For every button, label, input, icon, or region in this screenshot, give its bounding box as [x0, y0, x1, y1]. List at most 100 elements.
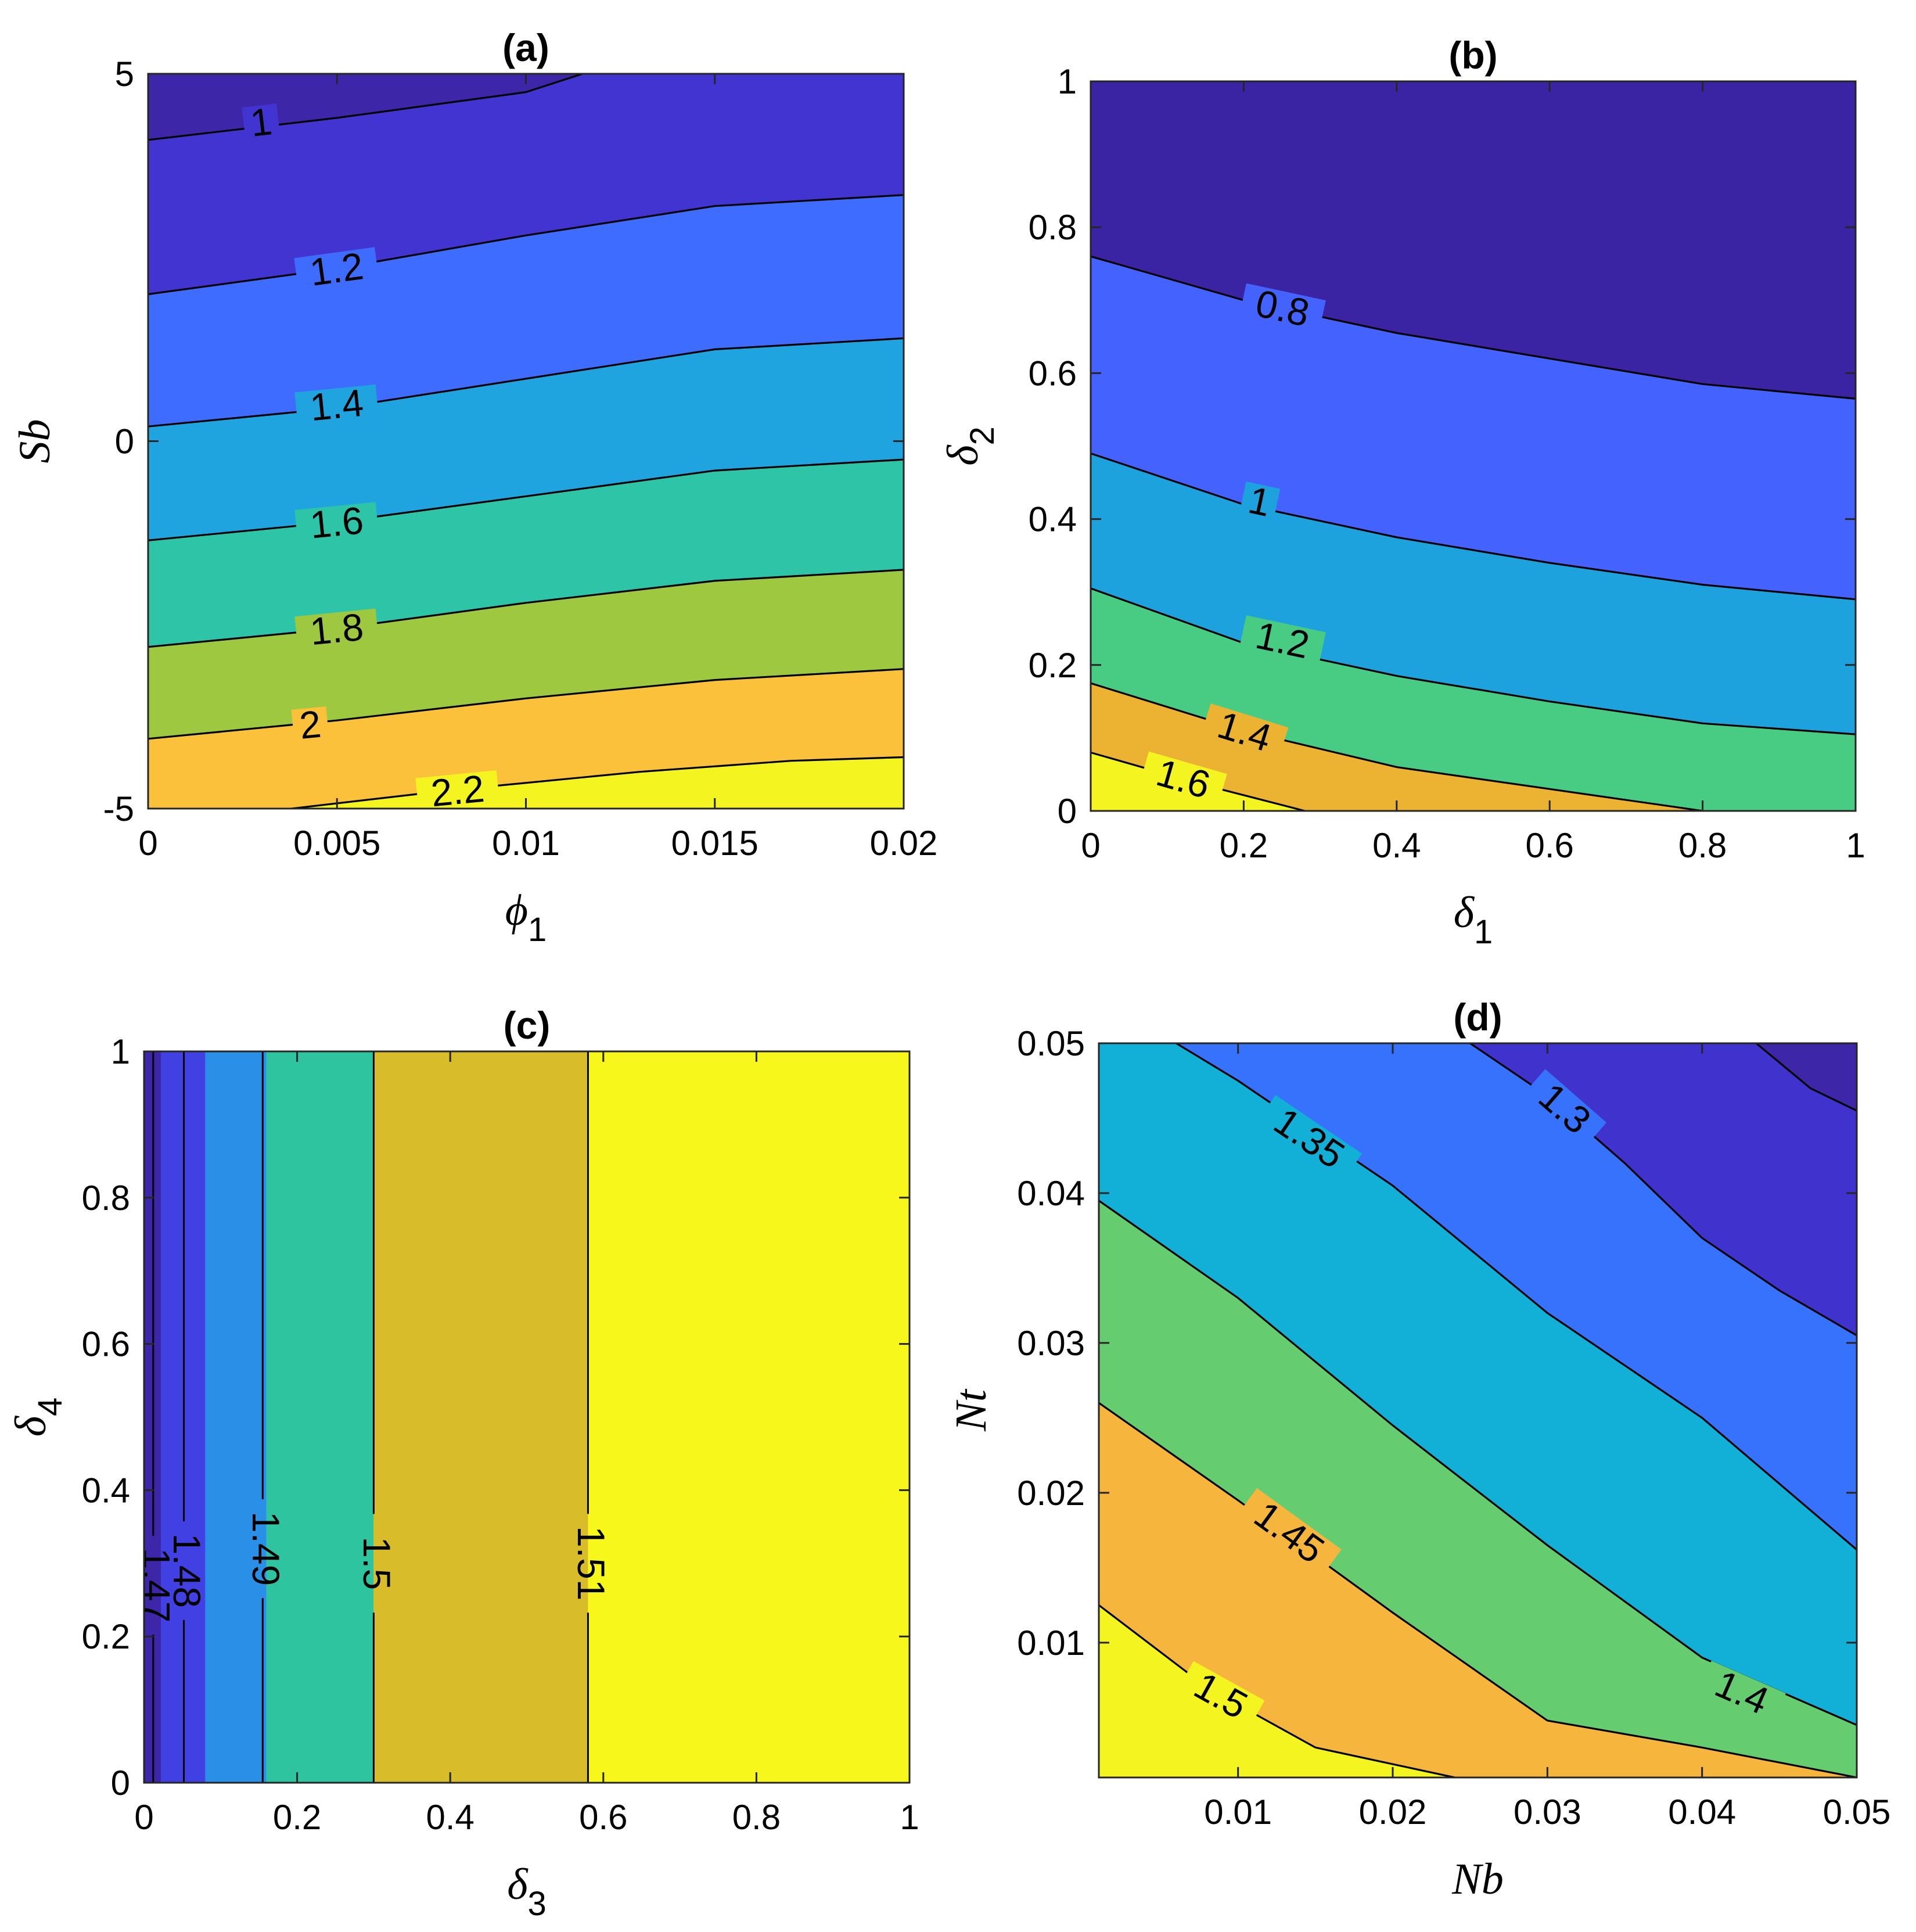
contour-label-gap [294, 384, 380, 432]
panel-c: 1.471.48 1.49 1.5 1.51 0 0.2 0.4 0.6 0.8 1 0 0.2 0.4… [6, 1004, 919, 1923]
y-tick-label: 0.05 [1017, 1024, 1085, 1063]
y-tick-label: 0.8 [82, 1179, 130, 1218]
axes-frame-b [1090, 80, 1857, 812]
contour-label-gap [1519, 1069, 1607, 1152]
panel-d: 1.31.351.41.451.5 0.01 0.02 0.03 0.04 0.05 0.0… [947, 996, 1891, 1904]
contour-band-5 [588, 1051, 910, 1783]
contour-label: 1.6 [308, 498, 365, 547]
x-tick-label: 0.02 [1359, 1793, 1427, 1832]
contour-label: 2 [297, 702, 323, 747]
contour-line-1 [148, 74, 583, 141]
contour-label: 1.48 [166, 1534, 209, 1608]
contour-line-1.25 [1755, 1043, 1857, 1112]
x-tick-label: 0.005 [293, 824, 380, 863]
y-tick-label: 5 [115, 55, 134, 94]
x-axis-label: Nb [1451, 1855, 1504, 1904]
x-tick-label: 0.8 [1678, 826, 1727, 865]
contour-label: 1 [248, 99, 274, 145]
contour-label: 1.47 [135, 1548, 178, 1622]
contour-label-gap [294, 247, 380, 297]
x-axis-label: δ1 [1454, 888, 1493, 951]
contour-label-gap [1695, 1660, 1786, 1730]
contour-band-6 [1099, 1605, 1455, 1777]
panel-title: (b) [1448, 34, 1497, 77]
y-axis-label: δ2 [939, 426, 1001, 466]
x-axis-label: δ3 [507, 1860, 547, 1923]
y-tick-label: 0.04 [1017, 1174, 1085, 1213]
contour-line-1.5 [1099, 1604, 1455, 1777]
axes-frame-d [1098, 1042, 1858, 1779]
x-tick-label: 0.01 [492, 824, 560, 863]
contour-label-gap [1174, 1661, 1265, 1735]
contour-label: 2.2 [429, 767, 487, 815]
plot-area-b: 0.811.21.41.6 [1091, 81, 1856, 811]
y-tick-label: 0.2 [1029, 646, 1077, 685]
axes-frame-c [143, 1050, 911, 1784]
y-tick-label: 0.6 [1029, 354, 1077, 393]
y-axis-label: Nt [947, 1388, 995, 1432]
plot-area-a: 1 1.2 1.4 1.6 1.8 2 2.2 [148, 74, 904, 815]
panel-title: (d) [1453, 996, 1502, 1039]
y-tick-label: 0 [1058, 792, 1077, 831]
contour-line-1.2 [148, 194, 904, 296]
contour-label: 1.5 [355, 1536, 398, 1590]
y-tick-label: 0.03 [1017, 1324, 1085, 1363]
contour-label-gap [294, 608, 380, 656]
x-tick-label: 0.01 [1204, 1793, 1272, 1832]
contour-label-gap [415, 770, 501, 809]
contour-label-gap [1199, 703, 1289, 766]
contour-line-1.45 [1099, 1402, 1857, 1777]
contour-label-gap [1234, 1488, 1342, 1582]
x-tick-label: 0 [1081, 826, 1100, 865]
contour-line-1.6 [148, 458, 904, 541]
contour-band-2 [205, 1051, 267, 1783]
contour-label-gap [1253, 1095, 1363, 1187]
contour-label-gap [242, 103, 281, 147]
contour-line-1 [1091, 453, 1856, 601]
y-tick-label: 0.02 [1017, 1474, 1085, 1513]
x-tick-label: 0.6 [1525, 826, 1573, 865]
y-tick-label: 1 [111, 1032, 130, 1071]
contour-label: 1.49 [245, 1511, 287, 1586]
x-tick-label: 0.05 [1823, 1793, 1891, 1832]
x-tick-label: 0 [134, 1798, 153, 1837]
x-tick-label: 0.4 [426, 1798, 474, 1837]
contour-line-1.4 [148, 337, 904, 428]
y-tick-label: 0.8 [1029, 208, 1077, 247]
contour-label: 1.2 [307, 244, 366, 294]
y-tick-label: -5 [103, 789, 134, 828]
contour-line-2 [148, 668, 904, 740]
contour-band-5 [1091, 752, 1305, 811]
x-tick-label: 0 [138, 824, 157, 863]
contour-label: 1.4 [308, 381, 365, 429]
x-tick-label: 0.8 [732, 1798, 781, 1837]
contour-line-0.8 [1091, 255, 1856, 400]
contour-band-4 [1091, 683, 1703, 811]
contour-line-1.4 [1091, 682, 1703, 811]
x-tick-label: 1 [900, 1798, 919, 1837]
x-tick-label: 0.2 [273, 1798, 321, 1837]
contour-label-gap [1238, 283, 1326, 339]
contour-line-1.2 [1091, 587, 1856, 735]
y-tick-label: 0 [115, 422, 134, 461]
contour-band-4 [373, 1051, 588, 1783]
x-tick-label: 0.2 [1220, 826, 1268, 865]
y-tick-label: 0.4 [82, 1471, 130, 1510]
contour-label-gap [1238, 481, 1281, 528]
contour-label-gap [1138, 751, 1227, 811]
contour-line-2.2 [292, 756, 904, 809]
contour-label-gap [291, 706, 330, 749]
contour-line-1.8 [148, 569, 904, 648]
plot-area-c: 1.471.48 1.49 1.5 1.51 [135, 1051, 910, 1783]
panel-a: 11.21.41.61.822.20 0.005 0.01 0.015 0.02-505… [10, 26, 937, 949]
x-axis-label: ϕ1 [505, 886, 547, 949]
y-tick-label: 1 [1058, 62, 1077, 101]
x-tick-label: 0.03 [1514, 1793, 1581, 1832]
contour-label-gap [294, 502, 380, 550]
y-tick-label: 0.6 [82, 1325, 130, 1364]
y-tick-label: 0 [111, 1764, 130, 1802]
y-axis-label: δ4 [6, 1398, 69, 1437]
contour-band-5 [1099, 1403, 1857, 1777]
plot-area-d: 1.31.351.41.451.5 [1099, 1043, 1857, 1777]
